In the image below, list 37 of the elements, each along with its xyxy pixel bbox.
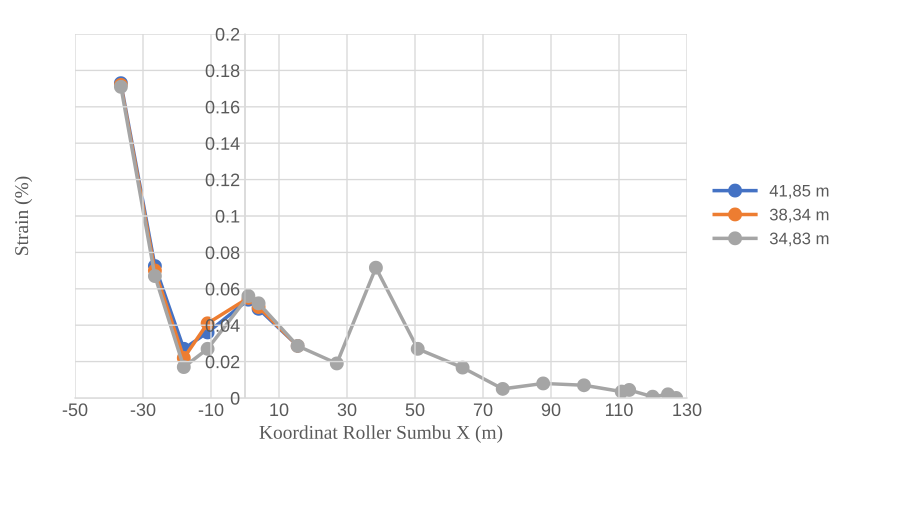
x-tick-label: 50 bbox=[406, 403, 424, 416]
y-tick-label: 0.2 bbox=[216, 28, 240, 41]
y-tick-label: 0.1 bbox=[216, 210, 240, 223]
x-tick-label: 110 bbox=[606, 403, 633, 416]
y-tick-label: 0.04 bbox=[206, 319, 240, 332]
y-tick-label: 0.02 bbox=[206, 356, 240, 368]
y-axis-title: Strain (%) bbox=[14, 176, 32, 255]
legend-label: 34,83 m bbox=[770, 232, 828, 246]
x-tick-label: 30 bbox=[338, 403, 356, 416]
point bbox=[577, 378, 591, 392]
y-tick-label: 0.06 bbox=[206, 282, 240, 296]
point bbox=[252, 296, 266, 310]
point bbox=[368, 260, 383, 275]
x-axis-title: Koordinat Roller Sumbu X (m) bbox=[260, 425, 502, 443]
x-tick-label: 10 bbox=[270, 403, 288, 416]
point bbox=[410, 342, 425, 356]
x-tick-label: 90 bbox=[542, 403, 560, 416]
x-tick-label: -10 bbox=[198, 403, 224, 416]
legend-label: 41,85 m bbox=[770, 184, 828, 199]
point bbox=[200, 342, 215, 356]
y-tick-label: 0.08 bbox=[206, 246, 240, 260]
point bbox=[622, 383, 636, 397]
y-tick-label: 0.16 bbox=[206, 100, 240, 114]
point bbox=[496, 382, 510, 396]
legend-label: 38,34 m bbox=[770, 208, 828, 222]
x-tick-label: -30 bbox=[130, 403, 156, 416]
point bbox=[148, 269, 162, 284]
point bbox=[536, 376, 550, 390]
y-tick-label: 0.12 bbox=[206, 174, 240, 186]
x-tick-label: -50 bbox=[62, 403, 88, 416]
point bbox=[176, 360, 191, 374]
x-tick-label: 70 bbox=[474, 403, 492, 416]
point bbox=[456, 360, 470, 375]
x-tick-label: 130 bbox=[673, 403, 702, 416]
y-tick-label: 0.18 bbox=[206, 64, 240, 78]
y-tick-label: 0.14 bbox=[206, 137, 240, 150]
y-tick-label: 0 bbox=[230, 392, 240, 405]
